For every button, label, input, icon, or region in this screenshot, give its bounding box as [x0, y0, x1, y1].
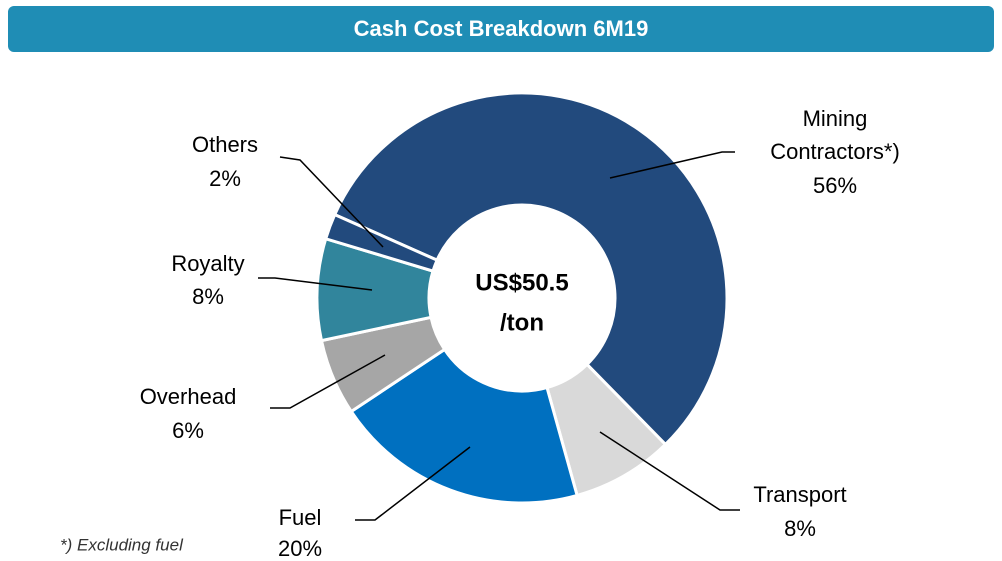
value-label: 20% — [278, 536, 322, 561]
donut-slice — [323, 212, 440, 273]
value-label: 56% — [813, 173, 857, 198]
value-label: 8% — [784, 516, 816, 541]
value-label: 2% — [209, 166, 241, 191]
value-label: 6% — [172, 418, 204, 443]
title-bar — [8, 6, 994, 52]
value-label: 8% — [192, 284, 224, 309]
center-label: /ton — [500, 309, 544, 336]
slice-label: Transport — [753, 482, 846, 507]
footnote: *) Excluding fuel — [60, 535, 184, 554]
center-label: US$50.5 — [475, 269, 568, 296]
leader-line — [258, 277, 373, 291]
leader-line — [279, 156, 384, 248]
leader-line — [609, 151, 735, 179]
donut-slice — [349, 347, 579, 505]
leader-line — [355, 446, 471, 521]
slice-label: Overhead — [140, 384, 237, 409]
slice-label: Royalty — [171, 251, 244, 276]
slice-label: Mining Contractors*) — [770, 106, 900, 164]
slice-label: Fuel — [279, 505, 322, 530]
donut-slice — [332, 91, 729, 447]
leader-line — [270, 354, 386, 409]
slice-label: Others — [192, 132, 258, 157]
chart-title: Cash Cost Breakdown 6M19 — [354, 16, 649, 41]
leader-line — [599, 431, 740, 511]
